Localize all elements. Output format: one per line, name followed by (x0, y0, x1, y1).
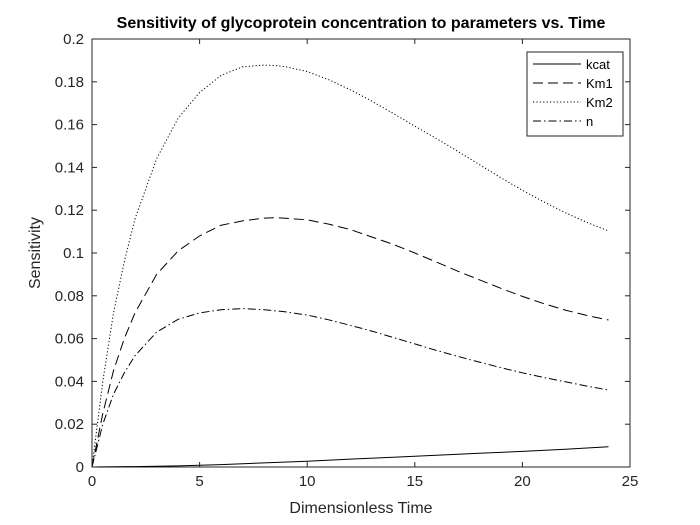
series-line-kcat (91, 446, 609, 468)
x-tick-label: 20 (514, 473, 531, 490)
y-tick-label: 0.08 (55, 288, 84, 305)
y-tick-label: 0.06 (55, 331, 84, 348)
y-tick-label: 0.2 (63, 31, 84, 48)
legend-label-n: n (586, 114, 593, 129)
y-tick-label: 0.1 (63, 245, 84, 262)
legend-box (526, 51, 624, 137)
y-tick-label: 0 (76, 459, 84, 476)
y-tick-label: 0.14 (55, 159, 84, 176)
series-line-n (91, 308, 609, 468)
x-tick-label: 5 (195, 473, 203, 490)
legend-label-kcat: kcat (586, 57, 610, 72)
y-tick-label: 0.16 (55, 117, 84, 134)
x-tick-label: 10 (299, 473, 316, 490)
series-layer (91, 64, 609, 468)
legend-label-km1: Km1 (586, 76, 613, 91)
series-line-km1 (91, 217, 609, 468)
legend: kcat Km1 Km2 n (526, 51, 624, 137)
legend-label-km2: Km2 (586, 95, 613, 110)
y-tick-label: 0.04 (55, 373, 84, 390)
axis-ticks: 0 5 10 15 20 25 0 0.02 0.04 0.06 0.08 0.1 0.12 0.14 0.… (55, 31, 639, 490)
x-tick-label: 25 (622, 473, 639, 490)
x-tick-label: 15 (406, 473, 423, 490)
y-tick-label: 0.02 (55, 416, 84, 433)
y-tick-label: 0.12 (55, 202, 84, 219)
x-tick-label: 0 (88, 473, 96, 490)
series-line-km2 (91, 64, 609, 468)
y-tick-label: 0.18 (55, 74, 84, 91)
y-axis-label: Sensitivity (27, 217, 44, 289)
x-axis-label: Dimensionless Time (289, 500, 432, 517)
chart-title: Sensitivity of glycoprotein concentratio… (117, 15, 606, 32)
